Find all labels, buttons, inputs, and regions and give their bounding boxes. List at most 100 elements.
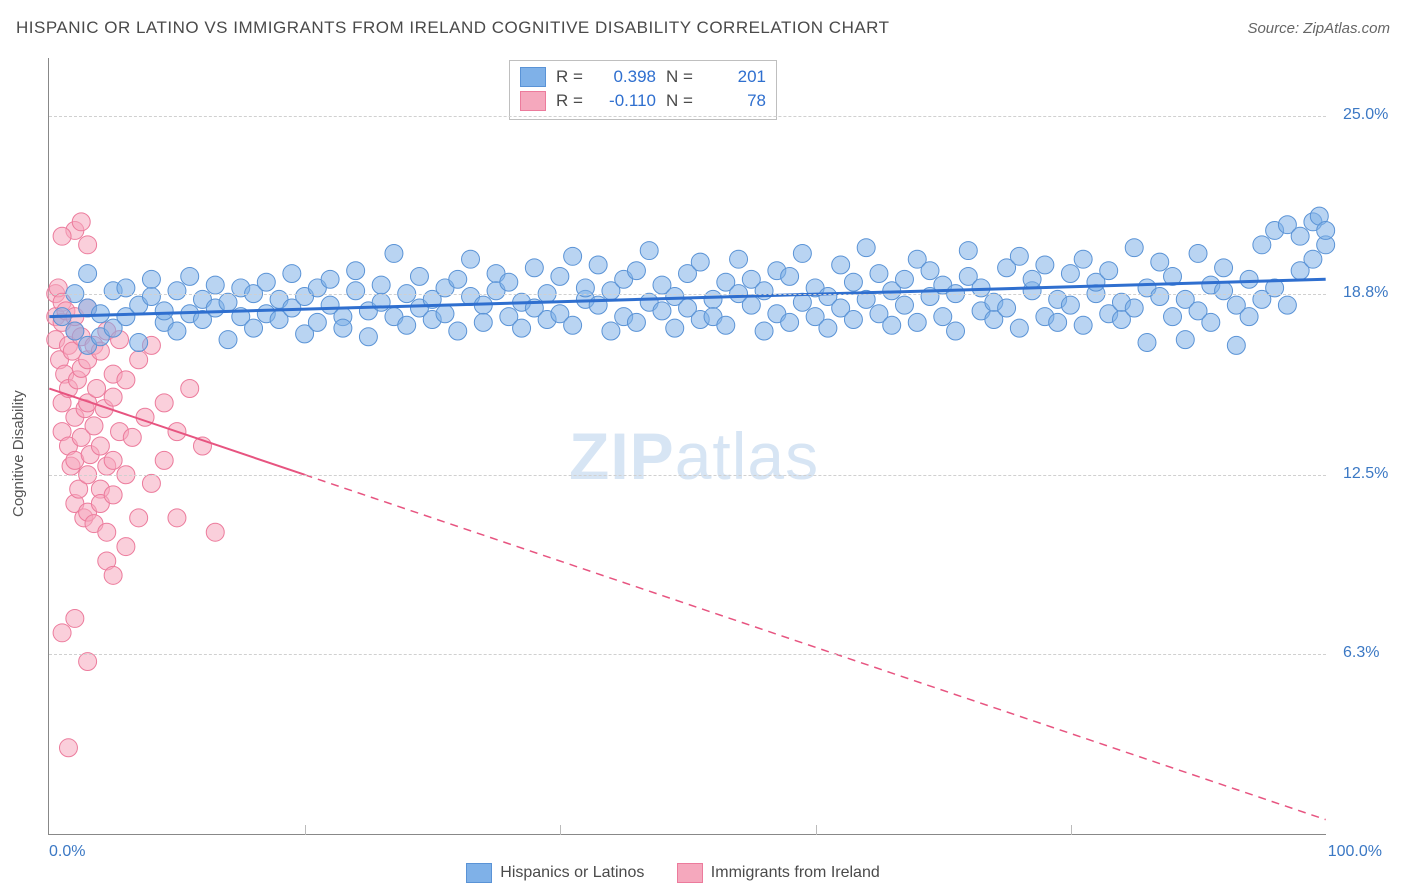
data-point: [474, 313, 492, 331]
swatch-blue-2: [466, 863, 492, 883]
data-point: [1049, 313, 1067, 331]
data-point: [947, 322, 965, 340]
data-point: [1125, 239, 1143, 257]
data-point: [321, 270, 339, 288]
data-point: [1240, 308, 1258, 326]
y-tick-label: 25.0%: [1343, 106, 1388, 124]
data-point: [181, 267, 199, 285]
data-point: [1151, 288, 1169, 306]
legend-label-pink: Immigrants from Ireland: [711, 864, 880, 882]
data-point: [755, 322, 773, 340]
data-point: [142, 270, 160, 288]
data-point: [1164, 308, 1182, 326]
legend-n-blue: 201: [706, 67, 766, 87]
data-point: [59, 739, 77, 757]
data-point: [1100, 262, 1118, 280]
data-point: [142, 288, 160, 306]
data-point: [1215, 282, 1233, 300]
data-point: [1061, 265, 1079, 283]
swatch-pink: [520, 91, 546, 111]
data-point: [921, 262, 939, 280]
data-point: [359, 328, 377, 346]
data-point: [870, 265, 888, 283]
data-point: [347, 262, 365, 280]
data-point: [551, 267, 569, 285]
data-point: [959, 242, 977, 260]
data-point: [1010, 247, 1028, 265]
data-point: [589, 256, 607, 274]
legend-n-label2: N =: [666, 91, 696, 111]
data-point: [691, 253, 709, 271]
data-point: [730, 250, 748, 268]
legend-r-pink: -0.110: [596, 91, 656, 111]
swatch-blue: [520, 67, 546, 87]
data-point: [98, 523, 116, 541]
data-point: [168, 509, 186, 527]
data-point: [1138, 334, 1156, 352]
data-point: [398, 316, 416, 334]
data-point: [1151, 253, 1169, 271]
source-label: Source: ZipAtlas.com: [1247, 20, 1390, 37]
data-point: [513, 319, 531, 337]
data-point: [1317, 221, 1335, 239]
data-point: [88, 380, 106, 398]
data-point: [895, 270, 913, 288]
data-point: [206, 276, 224, 294]
legend-row-pink: R = -0.110 N = 78: [520, 89, 766, 113]
data-point: [117, 538, 135, 556]
data-point: [168, 282, 186, 300]
data-point: [372, 276, 390, 294]
y-tick-label: 18.8%: [1343, 284, 1388, 302]
data-point: [1074, 316, 1092, 334]
x-tick-label: 0.0%: [49, 843, 85, 861]
data-point: [1291, 227, 1309, 245]
data-point: [155, 394, 173, 412]
data-point: [104, 388, 122, 406]
data-point: [653, 302, 671, 320]
title-bar: HISPANIC OR LATINO VS IMMIGRANTS FROM IR…: [16, 18, 1390, 38]
data-point: [410, 267, 428, 285]
data-point: [123, 428, 141, 446]
data-point: [72, 213, 90, 231]
data-point: [1240, 270, 1258, 288]
data-point: [1227, 336, 1245, 354]
data-point: [53, 227, 71, 245]
data-point: [1215, 259, 1233, 277]
data-point: [130, 509, 148, 527]
legend-n-label: N =: [666, 67, 696, 87]
data-point: [895, 296, 913, 314]
data-point: [219, 331, 237, 349]
data-point: [155, 451, 173, 469]
chart-title: HISPANIC OR LATINO VS IMMIGRANTS FROM IR…: [16, 18, 890, 38]
data-point: [104, 451, 122, 469]
legend-label-blue: Hispanics or Latinos: [500, 864, 644, 882]
data-point: [283, 265, 301, 283]
data-point: [640, 242, 658, 260]
data-point: [1036, 256, 1054, 274]
data-point: [257, 273, 275, 291]
data-point: [79, 265, 97, 283]
legend-r-label: R =: [556, 67, 586, 87]
data-point: [130, 351, 148, 369]
data-point: [449, 322, 467, 340]
data-point: [1278, 296, 1296, 314]
data-point: [819, 319, 837, 337]
data-point: [627, 313, 645, 331]
data-point: [219, 293, 237, 311]
correlation-legend: R = 0.398 N = 201 R = -0.110 N = 78: [509, 60, 777, 120]
data-point: [525, 259, 543, 277]
data-point: [1074, 250, 1092, 268]
data-point: [883, 316, 901, 334]
data-point: [602, 322, 620, 340]
data-point: [1202, 313, 1220, 331]
data-point: [564, 316, 582, 334]
legend-n-pink: 78: [706, 91, 766, 111]
data-point: [934, 308, 952, 326]
data-point: [117, 371, 135, 389]
data-point: [717, 316, 735, 334]
data-point: [334, 319, 352, 337]
data-point: [79, 653, 97, 671]
data-point: [347, 282, 365, 300]
data-point: [627, 262, 645, 280]
data-point: [742, 296, 760, 314]
